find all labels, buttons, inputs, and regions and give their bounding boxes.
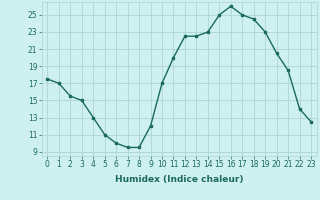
X-axis label: Humidex (Indice chaleur): Humidex (Indice chaleur)	[115, 175, 244, 184]
